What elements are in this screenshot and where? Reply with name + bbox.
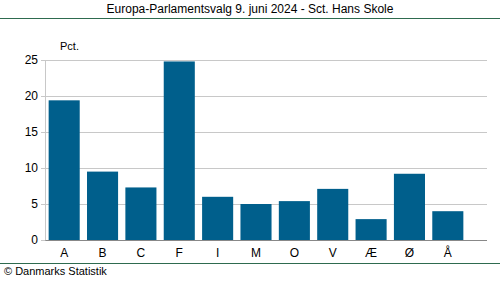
header-rule (0, 18, 500, 19)
grid-line (45, 60, 487, 61)
y-tick-mark (41, 204, 45, 205)
x-tick: I (216, 240, 219, 260)
y-tick-label: 20 (25, 89, 39, 103)
bars (49, 61, 464, 240)
bar (49, 100, 80, 240)
y-tick: 0 (31, 233, 45, 247)
bar (279, 201, 310, 240)
x-tick-label: C (137, 246, 146, 260)
bar (240, 204, 271, 240)
bar (164, 61, 195, 240)
y-tick: 20 (25, 89, 45, 103)
footer-rule (0, 263, 500, 264)
grid (45, 61, 487, 241)
y-tick-label: 10 (25, 161, 39, 175)
x-tick-label: Å (444, 245, 452, 260)
x-tick: B (99, 240, 107, 260)
grid-line (45, 96, 487, 97)
x-tick: A (60, 240, 68, 260)
x-axis: ABCFIMOVÆØÅ (46, 240, 468, 260)
x-tick: C (137, 240, 146, 260)
x-tick-label: Ø (405, 246, 414, 260)
y-tick-label: 15 (25, 125, 39, 139)
y-tick-mark (41, 60, 45, 61)
x-tick-label: I (216, 246, 219, 260)
y-tick-mark (41, 168, 45, 169)
x-tick: M (251, 240, 261, 260)
x-tick: V (329, 240, 337, 260)
y-tick: 5 (31, 197, 45, 211)
bar (87, 172, 118, 240)
y-tick: 10 (25, 161, 45, 175)
chart: Europa-Parlamentsvalg 9. juni 2024 - Sct… (0, 0, 500, 282)
y-tick-label: 5 (31, 197, 38, 211)
y-tick-mark (41, 96, 45, 97)
y-tick-label: 25 (25, 53, 39, 67)
bar (317, 189, 348, 240)
title: Europa-Parlamentsvalg 9. juni 2024 - Sct… (107, 2, 394, 16)
y-axis-line (41, 61, 46, 241)
x-tick-label: B (99, 246, 107, 260)
x-tick-label: V (329, 246, 337, 260)
y-tick: 25 (25, 53, 45, 67)
grid-line (45, 240, 487, 241)
bar (125, 187, 156, 240)
x-tick-label: F (176, 246, 183, 260)
bar (394, 174, 425, 240)
x-axis-line (46, 240, 468, 241)
y-label: Pct. (60, 40, 79, 52)
x-tick-label: M (251, 246, 261, 260)
y-axis: 0 5 10 15 20 25 (25, 53, 46, 247)
x-tick: Ø (405, 240, 414, 260)
source: © Danmarks Statistik (4, 265, 107, 277)
y-tick: 15 (25, 125, 45, 139)
x-tick-label: A (60, 246, 68, 260)
y-tick-mark (41, 132, 45, 133)
bar (356, 219, 387, 240)
bar (432, 211, 463, 240)
grid-line (45, 132, 487, 133)
x-tick: F (176, 240, 183, 260)
grid-line (45, 168, 487, 169)
x-tick-label: Æ (365, 246, 377, 260)
y-tick-mark (41, 240, 45, 241)
x-tick: Å (444, 240, 452, 260)
x-tick: Æ (365, 240, 377, 260)
x-tick: O (290, 240, 299, 260)
bar (202, 197, 233, 240)
x-tick-label: O (290, 246, 299, 260)
y-tick-label: 0 (31, 233, 38, 247)
